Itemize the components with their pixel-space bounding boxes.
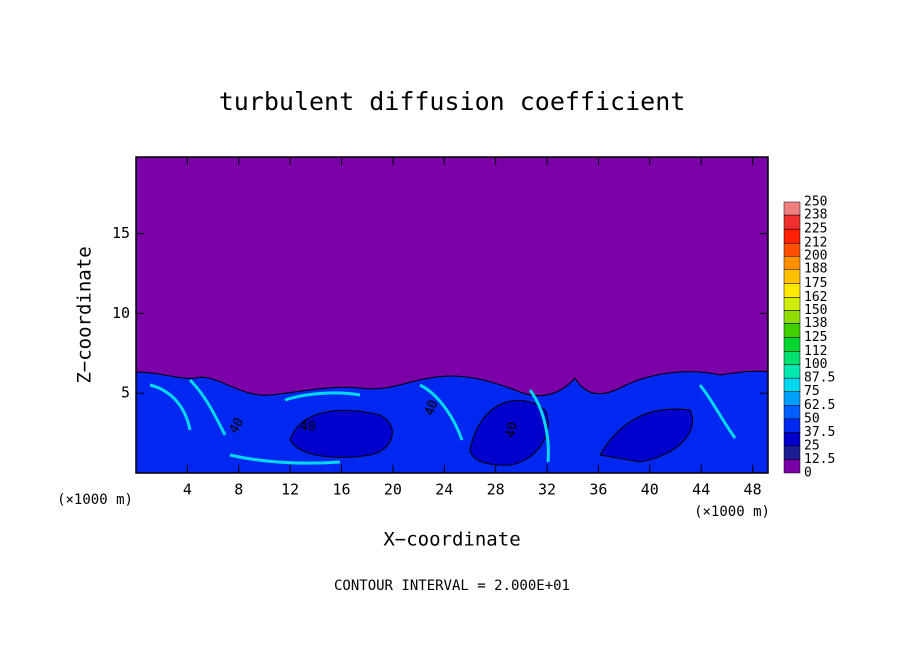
colorbar-box: [783, 405, 801, 420]
chart-title: turbulent diffusion coefficient: [219, 87, 686, 116]
colorbar-box: [783, 351, 801, 365]
footnote: CONTOUR INTERVAL = 2.000E+01: [334, 578, 570, 594]
colorbar-box: [783, 310, 801, 324]
colorbar-box: [783, 242, 801, 257]
colorbar-box: [783, 432, 801, 447]
colorbar-box: [783, 201, 801, 216]
colorbar-box: [783, 418, 801, 433]
x-tick-label: 8: [234, 481, 243, 499]
y-tick-label: 10: [112, 304, 130, 322]
colorbar-box: [783, 391, 801, 406]
y-tick-label: 5: [121, 384, 130, 402]
colorbar-label: 37.5: [804, 425, 835, 440]
colorbar-box: [783, 228, 801, 244]
colorbar-box: [783, 377, 801, 392]
colorbar-label: 238: [804, 208, 827, 223]
colorbar-box: [783, 459, 801, 474]
colorbar-box: [783, 445, 801, 460]
contour-field: [135, 157, 769, 474]
colorbar-label: 225: [804, 222, 827, 237]
x-axis-label: X−coordinate: [383, 529, 520, 551]
colorbar-label: 100: [804, 357, 827, 372]
x-tick-label: 36: [589, 481, 607, 499]
x-unit-label: (×1000 m): [694, 504, 770, 520]
colorbar-label: 12.5: [804, 452, 835, 467]
colorbar-label: 125: [804, 330, 827, 345]
contour-label: 40: [422, 398, 441, 418]
contour-label: 40: [227, 415, 248, 436]
x-tick-label: 16: [332, 481, 350, 499]
colorbar-label: 25: [804, 438, 820, 453]
x-tick-label: 20: [384, 481, 402, 499]
colorbar-label: 75: [804, 384, 820, 399]
streak: [149, 378, 737, 465]
colorbar-label: 138: [804, 316, 827, 331]
colorbar-label: 200: [804, 249, 827, 264]
y-axis-label: Z−coordinate: [74, 246, 96, 383]
x-tick-label: 4: [183, 481, 192, 499]
x-tick-label: 12: [281, 481, 299, 499]
colorbar-box: [783, 283, 801, 298]
swirl: [289, 399, 693, 466]
x-tick-label: 28: [487, 481, 505, 499]
x-tick-label: 40: [641, 481, 659, 499]
colorbar-label: 150: [804, 303, 827, 318]
colorbar-label: 112: [804, 344, 827, 359]
colorbar-box: [783, 323, 801, 338]
x-tick-label: 24: [435, 481, 453, 499]
contour-label: 40: [503, 421, 520, 439]
colorbar-box: [783, 297, 801, 311]
colorbar-box: [783, 255, 801, 270]
y-tick-label: 15: [112, 224, 130, 242]
x-tick-label: 44: [692, 481, 710, 499]
colorbar-label: 188: [804, 262, 827, 277]
contour-label: 40: [300, 420, 316, 435]
colorbar-box: [783, 337, 801, 352]
plot-frame: [135, 156, 769, 474]
colorbar-label: 87.5: [804, 371, 835, 386]
colorbar-box: [783, 364, 801, 379]
colorbar-label: 250: [804, 195, 827, 210]
colorbar-label: 175: [804, 276, 827, 291]
x-unit-label: (×1000 m): [57, 492, 133, 508]
colorbar-box: [783, 268, 801, 284]
colorbar-label: 62.5: [804, 398, 835, 413]
x-tick-label: 32: [538, 481, 556, 499]
x-tick-label: 48: [744, 481, 762, 499]
colorbar-label: 50: [804, 411, 820, 426]
colorbar-label: 162: [804, 290, 827, 305]
colorbar-label: 0: [804, 466, 812, 481]
colorbar-label: 212: [804, 236, 827, 251]
colorbar-box: [783, 214, 801, 230]
